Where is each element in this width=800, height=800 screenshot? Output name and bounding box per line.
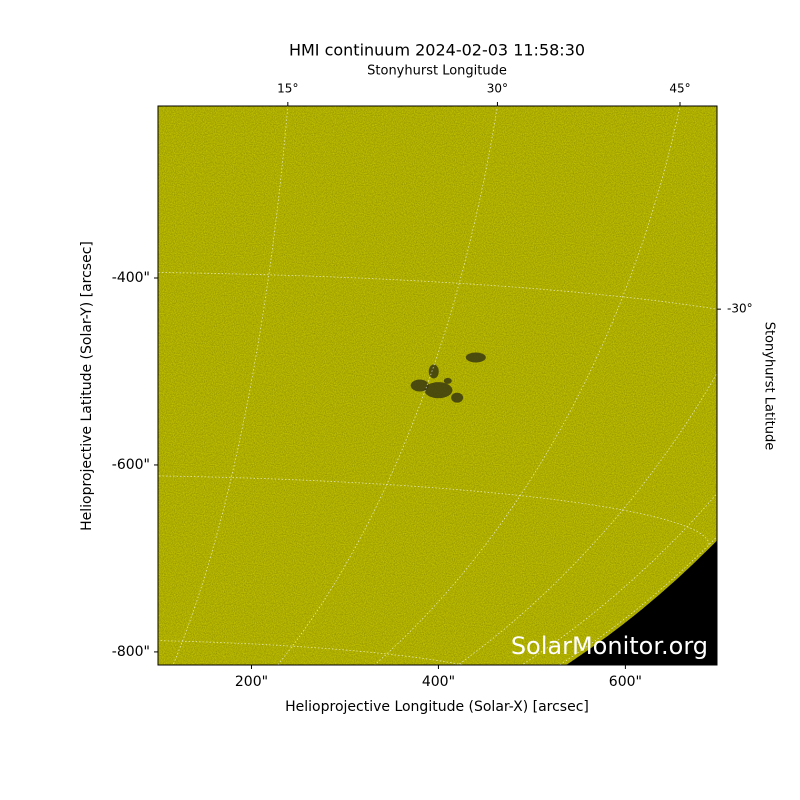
- x2-tick-label: 30°: [487, 82, 508, 96]
- coordinate-grid: [277, 106, 498, 665]
- x-tick-label: 200": [235, 674, 268, 690]
- sunspot: [465, 352, 486, 363]
- x2-tick-label: 15°: [277, 82, 298, 96]
- chart-title: HMI continuum 2024-02-03 11:58:30: [289, 41, 585, 60]
- coordinate-grid: [373, 106, 681, 665]
- x2-axis-label: Stonyhurst Longitude: [367, 64, 507, 79]
- y-tick-label: -800": [112, 644, 150, 660]
- y-tick-label: -400": [112, 270, 150, 286]
- axes-frame: [157, 105, 718, 666]
- x-tick-label: 400": [422, 674, 455, 690]
- y2-axis-label: Stonyhurst Latitude: [762, 322, 777, 451]
- coordinate-grid: [558, 536, 717, 665]
- sunspot: [424, 382, 453, 399]
- y-axis-label: Helioprojective Latitude (Solar-Y) [arcs…: [79, 241, 95, 531]
- x-axis-label: Helioprojective Longitude (Solar-X) [arc…: [285, 699, 589, 715]
- sunspot: [443, 377, 452, 384]
- sunspot: [451, 392, 464, 403]
- coordinate-grid: [158, 640, 466, 665]
- y2-tick-label: -30°: [727, 302, 753, 316]
- watermark: SolarMonitor.org: [511, 632, 708, 660]
- y-tick-label: -600": [112, 457, 150, 473]
- x2-tick-label: 45°: [669, 82, 690, 96]
- sunspot: [410, 379, 429, 392]
- x-tick-label: 600": [609, 674, 642, 690]
- sunspot: [428, 364, 439, 379]
- coordinate-grid: [0, 0, 60, 800]
- coordinate-grid: [521, 492, 717, 665]
